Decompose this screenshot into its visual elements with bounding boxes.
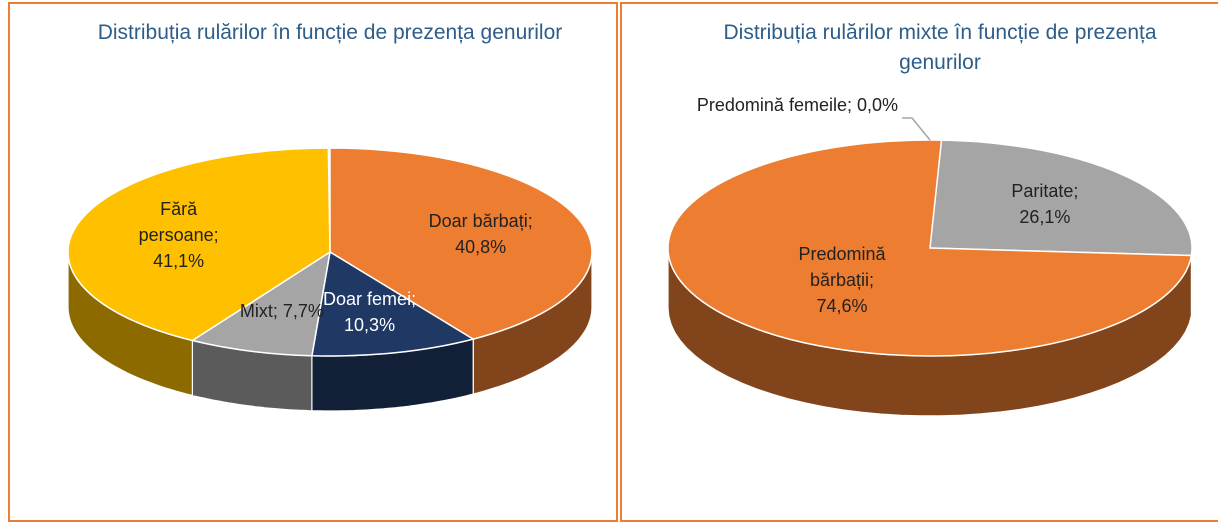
data-label: Doar bărbați; 40,8%	[428, 211, 533, 258]
data-label: Mixt; 7,7%	[239, 301, 324, 322]
leader-line	[902, 117, 931, 141]
pie-slice	[67, 147, 331, 342]
data-label: Predomină bărbații; 74,6%	[798, 244, 886, 317]
pie-slice	[311, 250, 476, 357]
data-label: Fără persoane; 41,1%	[138, 199, 219, 272]
chart-title: Distribuția rulărilor mixte în funcție d…	[723, 21, 1157, 74]
data-label: Doar femei; 10,3%	[323, 289, 417, 336]
pie-slice	[667, 139, 1193, 357]
data-label: Paritate; 26,1%	[1011, 180, 1079, 227]
pie-slice	[190, 250, 332, 357]
data-label: Predomină femeile; 0,0%	[696, 95, 898, 115]
chart-title: Distribuția rulărilor în funcție de prez…	[97, 21, 563, 44]
pie-slice	[929, 139, 1193, 257]
